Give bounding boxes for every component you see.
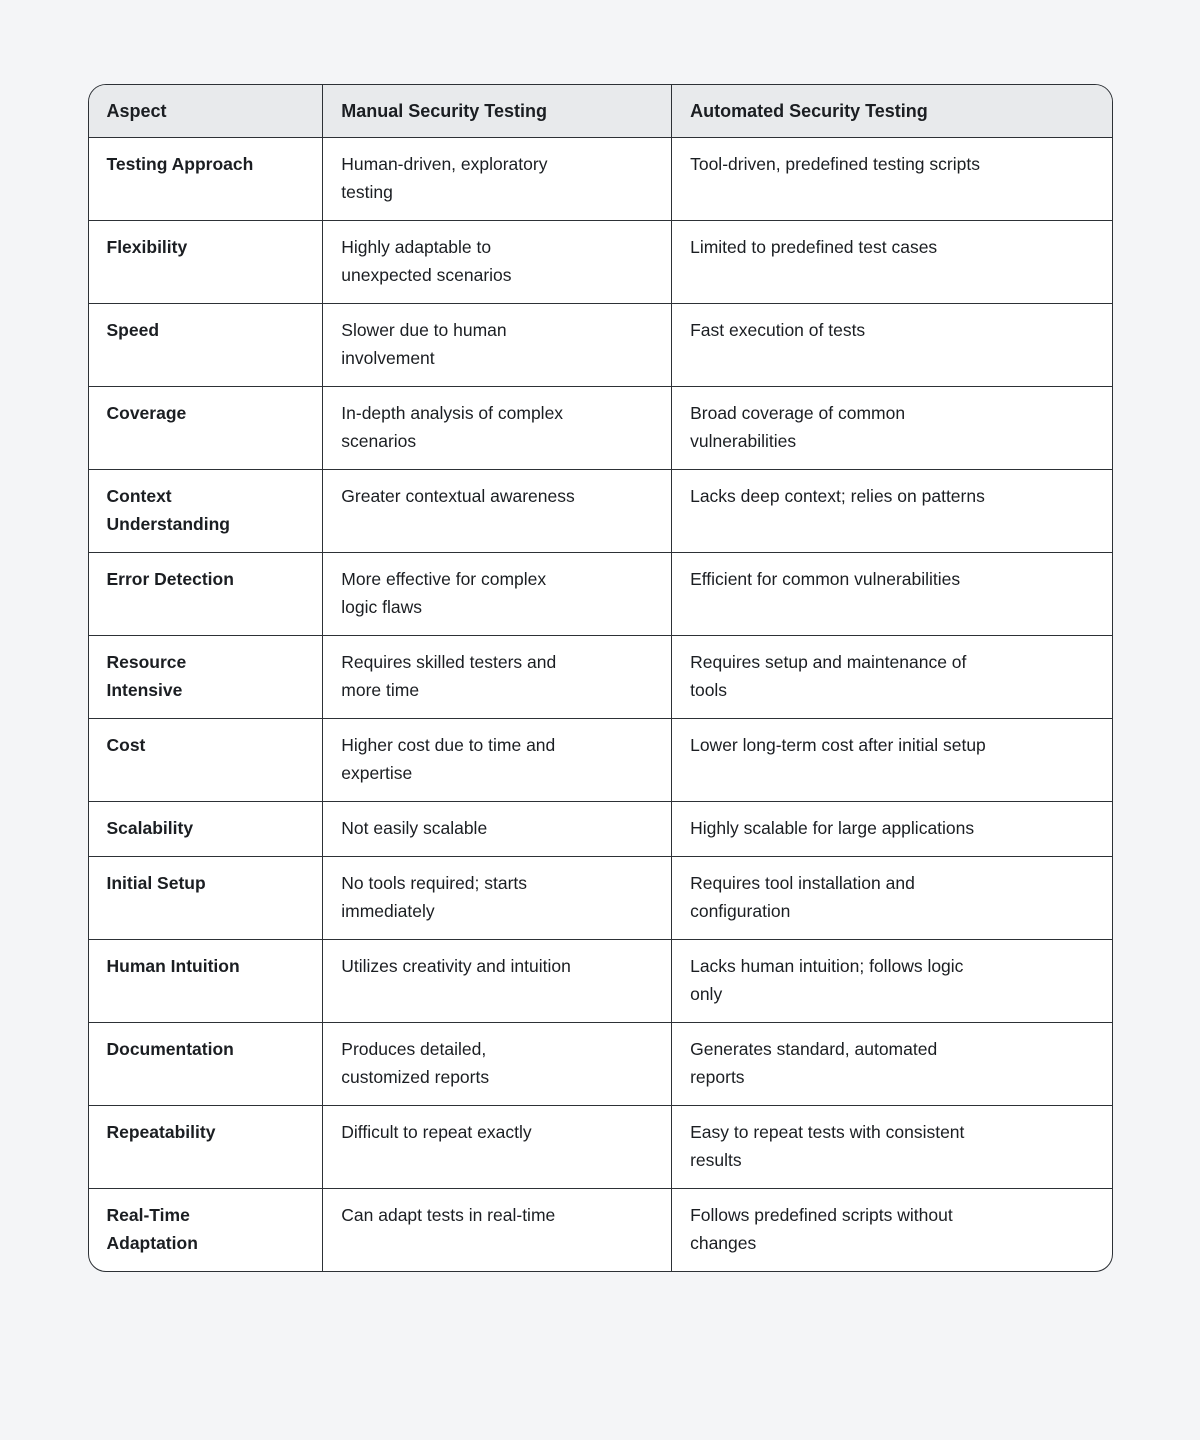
aspect-cell: Initial Setup — [88, 856, 324, 940]
aspect-cell: Error Detection — [88, 552, 324, 636]
aspect-cell: Flexibility — [88, 220, 324, 304]
manual-cell: Utilizes creativity and intuition — [322, 939, 673, 1023]
manual-cell: Slower due to human involvement — [322, 303, 673, 387]
table-row: Speed Slower due to human involvement Fast… — [88, 303, 1112, 387]
table-row: Testing Approach Human-driven, explorator… — [88, 137, 1112, 221]
automated-cell: Lacks human intuition; follows logic onl… — [671, 939, 1112, 1023]
automated-cell: Requires tool installation and configura… — [671, 856, 1112, 940]
manual-cell: Can adapt tests in real-time — [322, 1188, 673, 1271]
manual-cell: In-depth analysis of complex scenarios — [322, 386, 673, 470]
aspect-cell: Coverage — [88, 386, 324, 470]
manual-cell: No tools required; starts immediately — [322, 856, 673, 940]
table-row: Error Detection More effective for comple… — [88, 552, 1112, 636]
automated-cell: Limited to predefined test cases — [671, 220, 1112, 304]
automated-cell: Efficient for common vulnerabilities — [671, 552, 1112, 636]
aspect-cell: Speed — [88, 303, 324, 387]
automated-cell: Tool-driven, predefined testing scripts — [671, 137, 1112, 221]
aspect-cell: Repeatability — [88, 1105, 324, 1189]
aspect-cell: Context Understanding — [88, 469, 324, 553]
automated-cell: Generates standard, automated reports — [671, 1022, 1112, 1106]
aspect-cell: Resource Intensive — [88, 635, 324, 719]
table-row: Scalability Not easily scalable Highly sca… — [88, 801, 1112, 857]
table-row: Context Understanding Greater contextual … — [88, 469, 1112, 553]
table-row: Human Intuition Utilizes creativity and i… — [88, 939, 1112, 1023]
table-row: Coverage In-depth analysis of complex sce… — [88, 386, 1112, 470]
aspect-cell: Documentation — [88, 1022, 324, 1106]
manual-cell: Difficult to repeat exactly — [322, 1105, 673, 1189]
automated-cell: Broad coverage of common vulnerabilities — [671, 386, 1112, 470]
aspect-cell: Cost — [88, 718, 324, 802]
aspect-cell: Human Intuition — [88, 939, 324, 1023]
comparison-table: Aspect Manual Security Testing Automated… — [88, 85, 1112, 1271]
manual-cell: More effective for complex logic flaws — [322, 552, 673, 636]
column-header-aspect: Aspect — [88, 85, 324, 138]
automated-cell: Lacks deep context; relies on patterns — [671, 469, 1112, 553]
manual-cell: Produces detailed, customized reports — [322, 1022, 673, 1106]
aspect-cell: Scalability — [88, 801, 324, 857]
table-row: Documentation Produces detailed, customiz… — [88, 1022, 1112, 1106]
automated-cell: Follows predefined scripts without chang… — [690, 1205, 953, 1253]
manual-cell: Human-driven, exploratory testing — [322, 137, 673, 221]
manual-cell: Requires skilled testers and more time — [322, 635, 673, 719]
automated-cell: Requires setup and maintenance of tools — [671, 635, 1112, 719]
table-row: Initial Setup No tools required; starts i… — [88, 856, 1112, 940]
table-row: Repeatability Difficult to repeat exactly… — [88, 1105, 1112, 1189]
manual-cell: Highly adaptable to unexpected scenarios — [322, 220, 673, 304]
table-row: Resource Intensive Requires skilled teste… — [88, 635, 1112, 719]
column-header-manual: Manual Security Testing — [322, 85, 673, 138]
table-row: Flexibility Highly adaptable to unexpecte… — [88, 220, 1112, 304]
page-background: { "style": { "page_background": "#f4f5f7… — [0, 84, 1200, 1440]
table-row: Cost Higher cost due to time and expertis… — [88, 718, 1112, 802]
manual-cell: Not easily scalable — [322, 801, 673, 857]
automated-cell: Highly scalable for large applications — [671, 801, 1112, 857]
header-row: Aspect Manual Security Testing Automated… — [88, 85, 1112, 138]
manual-cell: Greater contextual awareness — [322, 469, 673, 553]
aspect-cell: Real-Time Adaptation — [88, 1188, 324, 1271]
table-body: Testing Approach Human-driven, explorator… — [88, 137, 1112, 1271]
comparison-table-card: Aspect Manual Security Testing Automated… — [87, 84, 1113, 1272]
automated-cell: Fast execution of tests — [671, 303, 1112, 387]
table-row: Real-Time Adaptation Can adapt tests in r… — [88, 1188, 1112, 1271]
automated-cell: Easy to repeat tests with consistent res… — [671, 1105, 1112, 1189]
aspect-cell: Testing Approach — [88, 137, 324, 221]
manual-cell: Higher cost due to time and expertise — [322, 718, 673, 802]
column-header-automated: Automated Security Testing — [671, 85, 1112, 138]
automated-cell: Lower long-term cost after initial setup — [671, 718, 1112, 802]
